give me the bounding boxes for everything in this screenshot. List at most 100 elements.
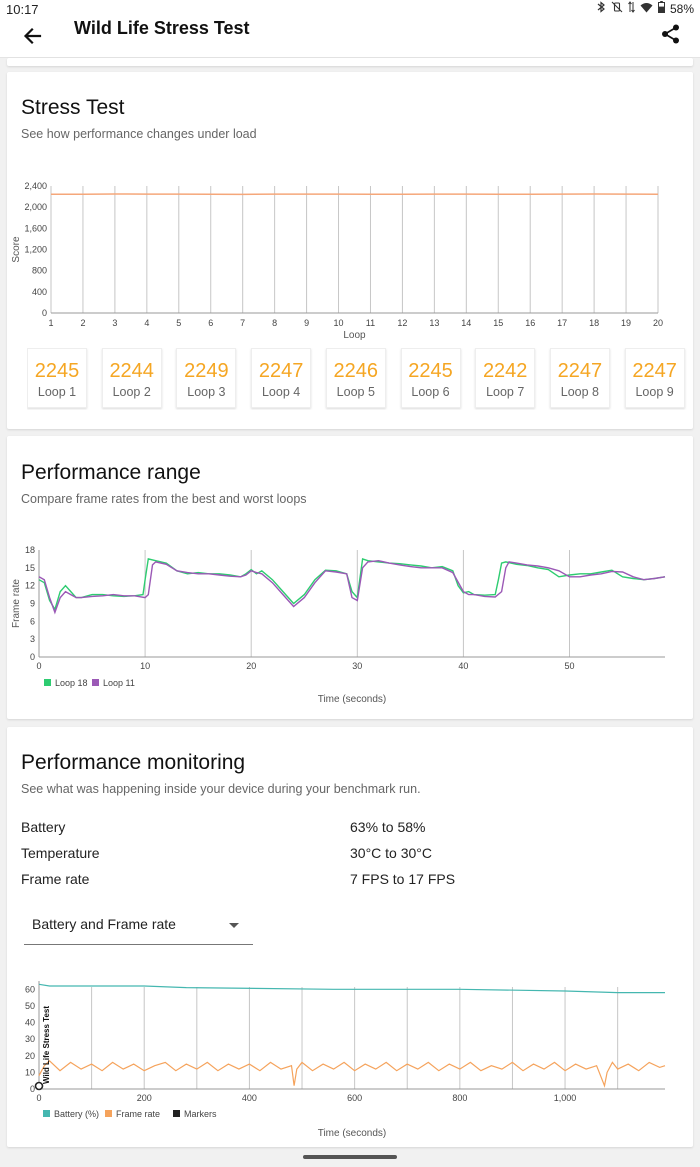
x-tick-label: 0: [36, 1093, 41, 1103]
performance-range-card: Performance range Compare frame rates fr…: [7, 436, 693, 719]
performance-monitoring-chart: 0 200 400 600 800 1,000 0 10 20 30 40 50 60 Wild Life…: [25, 981, 666, 1139]
x-tick-label: 3: [112, 318, 117, 328]
loop-tile[interactable]: 2245 Loop 6: [400, 348, 461, 408]
wifi-icon: [640, 2, 653, 16]
loop-label: Loop 1: [37, 385, 77, 399]
loop-tile[interactable]: 2245 Loop 1: [27, 348, 87, 408]
stress-test-subtitle: See how performance changes under load: [21, 127, 257, 141]
loop-label: Loop 2: [112, 385, 151, 399]
loop-tile[interactable]: 2249 Loop 3: [176, 348, 237, 408]
loop-score-list[interactable]: 2245 Loop 1 2244 Loop 2 2249 Loop 3 2247 Loop 4…: [27, 348, 687, 410]
x-tick-label: 16: [525, 318, 535, 328]
loop-score: 2247: [258, 360, 304, 382]
x-tick-label: 10: [334, 318, 344, 328]
x-tick-label: 14: [461, 318, 471, 328]
x-tick-label: 9: [304, 318, 309, 328]
chevron-down-icon: [229, 923, 239, 928]
stat-row-frame-rate: Frame rate 7 FPS to 17 FPS: [21, 871, 681, 897]
chart-type-dropdown[interactable]: Battery and Frame rate: [24, 907, 253, 945]
x-tick-label: 20: [246, 661, 256, 671]
y-tick-label: 9: [30, 599, 35, 609]
battery-icon: [657, 1, 665, 16]
x-axis-label: Time (seconds): [318, 694, 387, 705]
y-tick-label: 0: [42, 308, 47, 318]
x-tick-label: 20: [653, 318, 663, 328]
x-tick-label: 10: [140, 661, 150, 671]
bluetooth-icon: [597, 1, 606, 16]
y-tick-label: 2,400: [24, 181, 47, 191]
x-tick-label: 50: [565, 661, 575, 671]
y-tick-label: 10: [25, 1067, 35, 1077]
loop-score: 2242: [482, 360, 528, 382]
performance-monitoring-title: Performance monitoring: [21, 751, 246, 774]
stress-test-card: Stress Test See how performance changes …: [7, 72, 693, 429]
share-icon[interactable]: [660, 23, 682, 45]
marker-point: [34, 1081, 44, 1091]
legend-label: Frame rate: [116, 1109, 160, 1119]
y-tick-label: 50: [25, 1001, 35, 1011]
series-line-0: [38, 983, 665, 994]
series-line-0: [38, 557, 666, 612]
loop-label: Loop 3: [187, 385, 226, 399]
stat-label: Frame rate: [21, 871, 90, 887]
stress-test-title: Stress Test: [21, 96, 125, 119]
legend-label: Loop 18: [55, 678, 88, 688]
loop-score: 2245: [34, 360, 80, 382]
performance-monitoring-card: Performance monitoring See what was happ…: [7, 727, 693, 1147]
y-tick-label: 1,600: [24, 223, 47, 233]
marker-annotation: Wild Life Stress Test: [42, 1006, 51, 1084]
x-axis-label: Time (seconds): [318, 1128, 387, 1139]
gesture-nav-handle[interactable]: [303, 1155, 397, 1159]
series-line-1: [38, 559, 666, 615]
y-tick-label: 60: [25, 984, 35, 994]
loop-tile[interactable]: 2247 Loop 9: [624, 348, 685, 408]
y-tick-label: 2,000: [24, 202, 47, 212]
page-title: Wild Life Stress Test: [74, 18, 250, 38]
y-tick-label: 3: [30, 634, 35, 644]
y-axis-label: Frame rate: [11, 579, 22, 628]
loop-score: 2249: [184, 360, 229, 382]
x-tick-label: 12: [397, 318, 407, 328]
status-icons: 58%: [597, 1, 694, 16]
loop-tile[interactable]: 2246 Loop 5: [325, 348, 386, 408]
loop-label: Loop 6: [411, 385, 450, 399]
x-tick-label: 18: [589, 318, 599, 328]
x-tick-label: 1,000: [554, 1093, 577, 1103]
loop-tile[interactable]: 2247 Loop 4: [251, 348, 312, 408]
y-tick-label: 1,200: [24, 245, 47, 255]
y-tick-label: 6: [30, 616, 35, 626]
performance-monitoring-subtitle: See what was happening inside your devic…: [21, 782, 421, 796]
loop-score: 2247: [557, 360, 603, 382]
loop-score: 2245: [408, 360, 453, 382]
performance-range-title: Performance range: [21, 461, 201, 484]
loop-tile[interactable]: 2244 Loop 2: [101, 348, 162, 408]
x-tick-label: 8: [272, 318, 277, 328]
app-bar: Wild Life Stress Test: [0, 18, 700, 58]
x-tick-label: 7: [240, 318, 245, 328]
loop-label: Loop 7: [486, 385, 525, 399]
x-tick-label: 11: [366, 318, 375, 328]
stat-value: 63% to 58%: [350, 819, 426, 835]
status-time: 10:17: [6, 2, 39, 17]
x-tick-label: 5: [176, 318, 181, 328]
legend-label: Markers: [184, 1109, 217, 1119]
x-tick-label: 6: [208, 318, 213, 328]
loop-label: Loop 5: [336, 385, 375, 399]
legend-label: Battery (%): [54, 1109, 99, 1119]
dropdown-value: Battery and Frame rate: [32, 916, 176, 932]
stat-label: Temperature: [21, 845, 100, 861]
legend-swatch: [173, 1110, 180, 1117]
x-tick-label: 600: [347, 1093, 362, 1103]
previous-card-edge: [7, 58, 693, 66]
x-tick-label: 40: [458, 661, 468, 671]
x-tick-label: 800: [452, 1093, 467, 1103]
x-tick-label: 2: [80, 318, 85, 328]
loop-tile[interactable]: 2247 Loop 8: [549, 348, 610, 408]
y-tick-label: 12: [25, 581, 35, 591]
x-tick-label: 1: [48, 318, 53, 328]
stress-test-chart: 1 2 3 4 5 6 7 8 9 10 11 12 13 14 15 16 17 18 19 2004008001,…: [11, 181, 663, 341]
stat-row-battery: Battery 63% to 58%: [21, 819, 681, 845]
loop-tile[interactable]: 2242 Loop 7: [475, 348, 536, 408]
stat-value: 7 FPS to 17 FPS: [350, 871, 456, 887]
back-arrow-icon[interactable]: [20, 23, 46, 49]
